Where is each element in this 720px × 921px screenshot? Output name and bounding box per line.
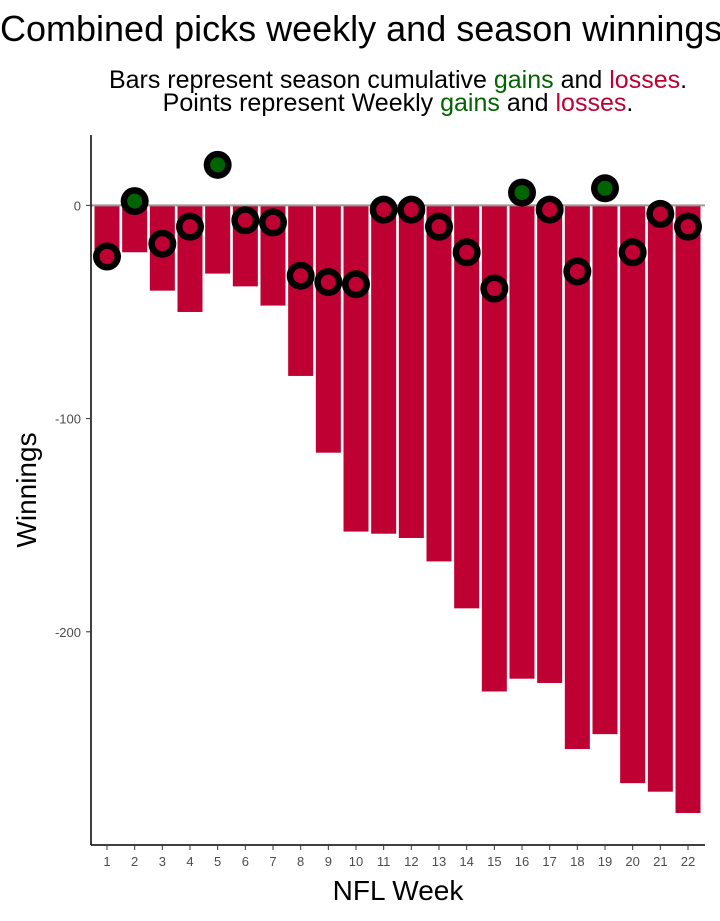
subtitle-gains: gains — [440, 89, 500, 117]
bar-week-10 — [343, 205, 369, 532]
subtitle-text: Points represent Weekly — [162, 89, 441, 117]
x-tick-label: 21 — [653, 854, 667, 869]
subtitle-losses: losses — [609, 66, 681, 94]
bar-week-9 — [315, 205, 341, 453]
x-tick-label: 22 — [681, 854, 695, 869]
x-tick-label: 14 — [459, 854, 473, 869]
x-tick-label: 13 — [432, 854, 446, 869]
point-week-12 — [403, 202, 419, 218]
point-week-4 — [182, 219, 198, 235]
bar-week-17 — [537, 205, 563, 683]
y-tick-label: -100 — [55, 412, 81, 427]
point-week-19 — [597, 180, 613, 196]
bar-week-13 — [426, 205, 452, 562]
point-week-16 — [514, 185, 530, 201]
x-tick-label: 6 — [242, 854, 249, 869]
y-tick-label: 0 — [74, 198, 81, 213]
x-tick-label: 17 — [542, 854, 556, 869]
point-week-1 — [99, 249, 115, 265]
bar-week-11 — [371, 205, 397, 534]
subtitle-and: and — [499, 89, 556, 117]
point-week-17 — [542, 202, 558, 218]
bar-week-22 — [675, 205, 701, 814]
point-week-6 — [237, 212, 253, 228]
x-tick-label: 20 — [625, 854, 639, 869]
subtitle-and: and — [553, 66, 610, 94]
bar-week-20 — [620, 205, 646, 784]
bar-week-19 — [592, 205, 618, 735]
x-axis-title: NFL Week — [333, 875, 465, 906]
y-axis-title: Winnings — [11, 432, 42, 547]
x-tick-label: 11 — [377, 854, 391, 869]
point-week-22 — [680, 219, 696, 235]
subtitle-text: Bars represent season cumulative — [108, 66, 494, 94]
y-tick-label: -200 — [55, 625, 81, 640]
x-tick-label: 2 — [131, 854, 138, 869]
subtitle-end: . — [626, 89, 634, 117]
point-week-10 — [348, 276, 364, 292]
chart-subtitle-line1: Bars represent season cumulative gains a… — [76, 66, 720, 95]
subtitle-end: . — [680, 66, 688, 94]
point-week-13 — [431, 219, 447, 235]
point-week-8 — [293, 268, 309, 284]
x-tick-label: 3 — [159, 854, 166, 869]
point-week-11 — [376, 202, 392, 218]
x-tick-label: 4 — [186, 854, 193, 869]
point-week-2 — [127, 193, 143, 209]
x-tick-label: 7 — [269, 854, 276, 869]
bar-week-8 — [288, 205, 314, 376]
x-tick-label: 19 — [598, 854, 612, 869]
chart-title: Combined picks weekly and season winning… — [0, 8, 720, 49]
bar-week-5 — [205, 205, 231, 274]
point-week-15 — [486, 281, 502, 297]
point-week-20 — [625, 244, 641, 260]
bar-week-14 — [454, 205, 480, 609]
bar-week-21 — [647, 205, 673, 792]
point-week-18 — [569, 263, 585, 279]
point-week-14 — [459, 244, 475, 260]
x-tick-label: 9 — [325, 854, 332, 869]
point-week-3 — [154, 236, 170, 252]
subtitle-losses: losses — [555, 89, 627, 117]
bar-week-18 — [564, 205, 590, 750]
x-tick-label: 15 — [487, 854, 501, 869]
x-tick-label: 16 — [515, 854, 529, 869]
point-week-5 — [210, 157, 226, 173]
subtitle-gains: gains — [493, 66, 554, 94]
x-tick-label: 12 — [404, 854, 418, 869]
point-week-21 — [652, 206, 668, 222]
bar-week-12 — [398, 205, 424, 538]
bar-week-16 — [509, 205, 535, 679]
point-week-9 — [320, 274, 336, 290]
x-tick-label: 10 — [349, 854, 363, 869]
x-tick-label: 1 — [103, 854, 110, 869]
x-tick-label: 18 — [570, 854, 584, 869]
chart-subtitle-line2: Points represent Weekly gains and losses… — [76, 89, 720, 118]
x-tick-label: 5 — [214, 854, 221, 869]
point-week-7 — [265, 214, 281, 230]
x-tick-label: 8 — [297, 854, 304, 869]
